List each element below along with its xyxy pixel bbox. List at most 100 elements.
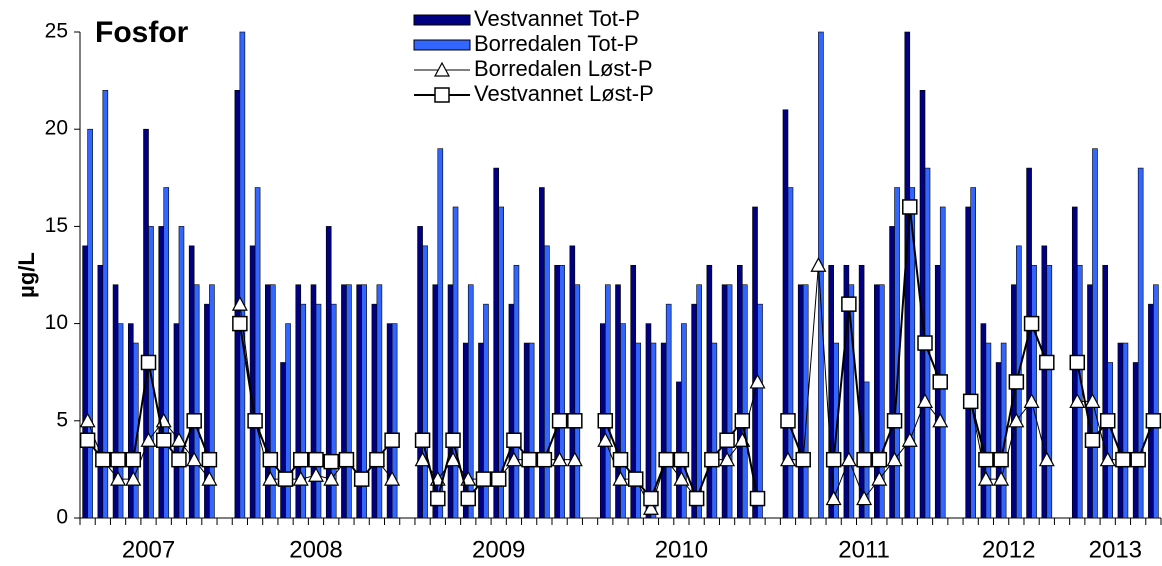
bar [1137,167,1144,519]
square-marker [734,413,751,429]
legend-label: Borredalen Tot-P [474,31,639,56]
bar [620,323,626,519]
legend-swatch [413,14,471,26]
square-marker [247,413,263,429]
chart-title: Fosfor [95,16,189,49]
triangle-marker [307,466,324,482]
triangle-marker [292,470,309,486]
bar [909,187,916,519]
bar [737,264,743,519]
triangle-marker [1069,393,1086,408]
triangle-marker [1084,393,1101,408]
square-marker [917,335,933,351]
bar [539,187,545,519]
bar [204,303,210,519]
bar [127,323,134,519]
y-tick-label: 25 [45,20,68,43]
square-marker [434,87,450,103]
bar [483,303,489,519]
bar [559,264,565,519]
square-marker [688,490,705,507]
square-marker [277,471,294,487]
bar [970,187,976,519]
bar [82,245,88,519]
bar [528,342,535,519]
triangle-marker [932,412,949,428]
bar [604,284,611,519]
bar [752,206,758,519]
square-marker [825,451,842,468]
triangle-marker [779,451,796,467]
square-marker [841,296,857,312]
square-marker [1039,354,1055,371]
triangle-marker [1023,393,1040,408]
bar [1092,148,1098,519]
x-tick-label: 2008 [289,536,342,563]
y-axis-label: µg/L [14,252,39,298]
triangle-marker [384,470,401,486]
square-marker [140,354,157,371]
square-marker [978,451,994,468]
legend-label: Vestvannet Tot-P [474,6,640,31]
bar [143,128,149,519]
triangle-marker [445,451,462,467]
bar [787,187,794,519]
square-marker [993,451,1009,468]
bar [980,323,987,519]
triangle-marker [170,431,187,447]
square-marker [1115,451,1131,468]
bar [97,264,104,519]
square-marker [643,490,659,507]
bar [726,284,733,519]
triangle-marker [1099,451,1116,467]
triangle-marker [1008,412,1025,428]
bar [939,206,946,519]
bar [858,264,865,519]
bar [696,284,702,519]
bar [300,303,307,519]
square-marker [308,451,324,468]
bar [1153,284,1159,519]
bar [676,381,682,519]
triangle-marker [597,431,614,447]
bar [650,342,657,519]
bar [513,264,520,519]
legend-swatch [413,39,471,51]
y-tick-label: 0 [56,506,68,529]
triangle-marker [810,257,827,272]
square-marker [490,471,507,487]
triangle-marker [673,470,690,486]
bar [554,264,560,519]
bar [1148,303,1154,519]
bar [1102,264,1109,519]
bar [87,128,93,519]
triangle-marker [231,295,248,311]
bar [818,31,824,519]
x-tick-label: 2012 [982,536,1035,563]
square-marker [932,374,948,390]
bar [239,31,246,519]
bar [173,323,180,519]
bar [417,226,423,519]
square-marker [871,451,888,468]
square-marker [658,451,674,468]
bar [797,284,804,519]
square-marker [460,490,476,507]
square-marker [125,451,142,468]
square-marker [795,451,811,468]
bar [523,342,530,519]
triangle-marker [201,470,218,486]
triangle-marker [886,451,903,467]
bar [280,362,286,519]
bar [270,284,276,519]
triangle-marker [566,451,583,467]
triangle-marker [140,431,157,447]
bar [1076,264,1083,519]
bar [544,245,550,519]
square-marker [1069,354,1086,371]
bar [711,342,718,519]
square-marker [232,315,248,332]
triangle-marker [977,470,994,486]
